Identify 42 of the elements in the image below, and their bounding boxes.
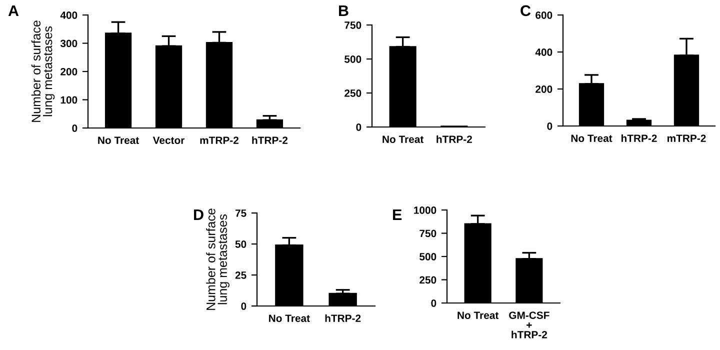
y-tick-label: 600 bbox=[536, 12, 552, 19]
y-tick-label: 50 bbox=[235, 240, 246, 248]
x-tick-label: hTRP-2 bbox=[252, 136, 288, 144]
chart-title: D bbox=[194, 209, 204, 220]
y-tick-label: 100 bbox=[60, 96, 78, 104]
x-tick-label: hTRP-2 bbox=[436, 135, 472, 143]
y-tick-label: 750 bbox=[420, 230, 436, 238]
y-tick-label: 200 bbox=[536, 86, 552, 93]
x-tick-label: No Treat bbox=[571, 134, 612, 142]
y-tick-label: 0 bbox=[72, 124, 78, 132]
chart-title: A bbox=[8, 5, 19, 16]
y-tick-label: 0 bbox=[547, 122, 552, 130]
y-tick-label: 25 bbox=[235, 272, 246, 279]
y-tick-label: 0 bbox=[431, 300, 436, 307]
y-tick-label: 0 bbox=[356, 124, 362, 131]
y-axis-title: Number of surface lung metastases bbox=[31, 20, 55, 122]
y-tick-label: 75 bbox=[235, 210, 246, 217]
y-tick-label: 0 bbox=[241, 302, 246, 310]
x-tick-label: mTRP-2 bbox=[200, 136, 238, 144]
x-tick-label: No Treat bbox=[98, 136, 139, 144]
x-tick-label: No Treat bbox=[458, 312, 499, 319]
y-tick-label: 400 bbox=[535, 48, 552, 56]
y-tick-label: 250 bbox=[420, 276, 436, 284]
chart-title: B bbox=[339, 5, 348, 16]
y-tick-label: 500 bbox=[420, 253, 436, 260]
chart-title: C bbox=[520, 5, 531, 16]
x-tick-label: No Treat bbox=[269, 314, 310, 322]
x-tick-label: Vector bbox=[152, 136, 185, 144]
y-tick-label: 750 bbox=[344, 22, 362, 29]
x-tick-label: hTRP-2 bbox=[325, 314, 361, 322]
y-tick-label: 250 bbox=[344, 90, 362, 97]
y-tick-label: 300 bbox=[60, 40, 78, 48]
chart-title: E bbox=[393, 209, 402, 220]
y-tick-label: 1000 bbox=[414, 206, 436, 214]
x-tick-label: No Treat bbox=[382, 136, 424, 143]
y-tick-label: 500 bbox=[344, 56, 362, 63]
x-tick-label: hTRP-2 bbox=[622, 134, 657, 142]
x-tick-label: GM-CSF + hTRP-2 bbox=[509, 312, 550, 338]
x-tick-label: mTRP-2 bbox=[668, 134, 706, 142]
y-axis-title: Number of surface lung metastases bbox=[206, 208, 230, 310]
y-tick-label: 200 bbox=[60, 68, 78, 76]
y-tick-label: 400 bbox=[60, 12, 78, 19]
